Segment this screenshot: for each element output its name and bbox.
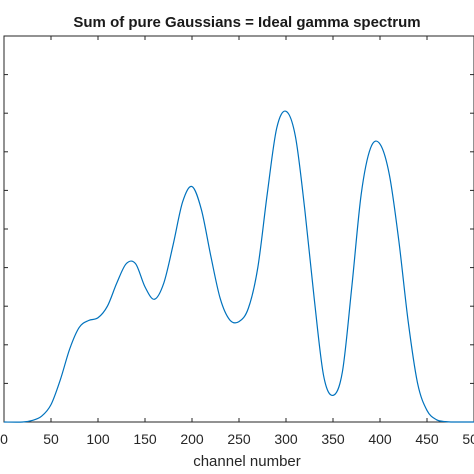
x-tick-label: 450	[415, 431, 439, 447]
spectrum-line	[3, 110, 474, 423]
x-ticks	[3, 36, 474, 422]
plot-area	[3, 35, 474, 423]
x-tick-label: 200	[180, 431, 204, 447]
x-tick-label: 50	[43, 431, 59, 447]
x-tick-label: 0	[0, 431, 8, 447]
x-tick-label: 150	[133, 431, 157, 447]
x-tick-label: 100	[86, 431, 110, 447]
x-tick-label: 350	[321, 431, 345, 447]
x-tick-label: 500	[462, 431, 474, 447]
x-tick-label: 400	[368, 431, 392, 447]
x-axis-label: channel number	[193, 453, 301, 470]
y-ticks	[4, 74, 474, 384]
chart-title: Sum of pure Gaussians = Ideal gamma spec…	[73, 14, 420, 31]
x-tick-labels: 0 50 100 150 200 250 300 350 400 450 500	[0, 431, 474, 447]
x-tick-label: 300	[274, 431, 298, 447]
series-layer	[3, 110, 474, 423]
x-tick-label: 250	[227, 431, 251, 447]
